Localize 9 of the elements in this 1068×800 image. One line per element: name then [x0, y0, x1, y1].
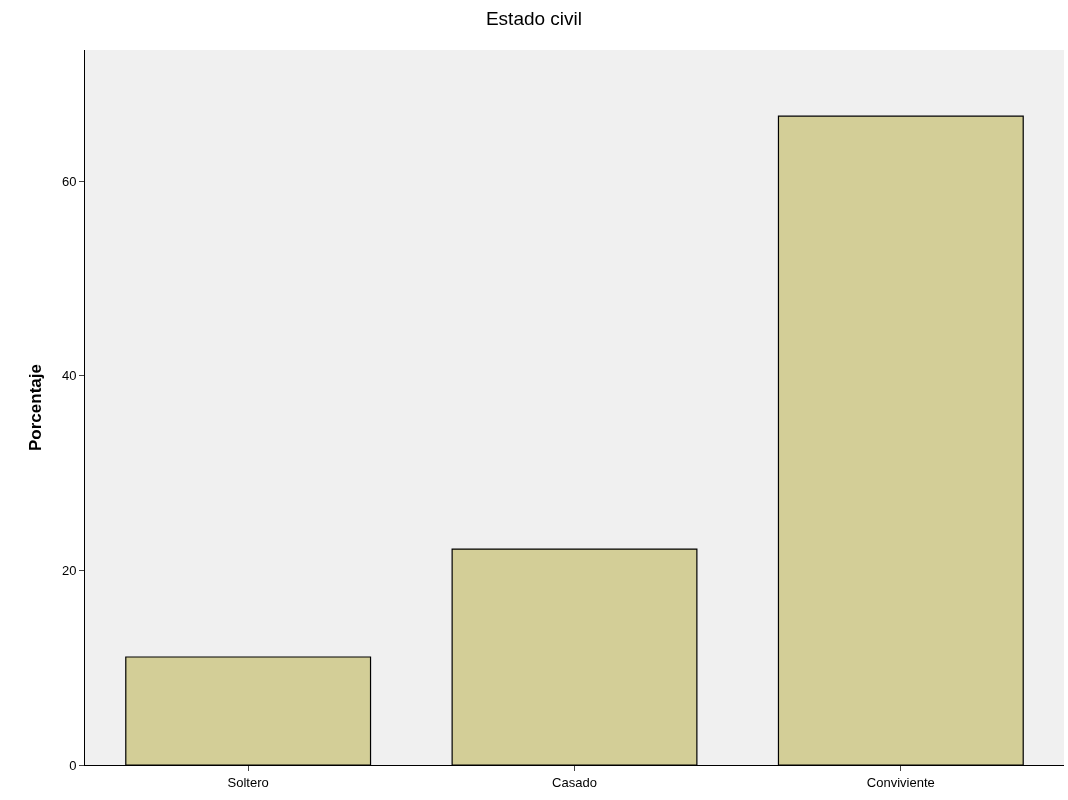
- y-tick-label: 40: [61, 368, 77, 384]
- y-tick-label: 20: [61, 562, 77, 578]
- y-axis-title: Porcentaje: [26, 364, 46, 451]
- x-tick-label: Casado: [552, 774, 597, 790]
- chart-title: Estado civil: [485, 8, 583, 30]
- y-tick-label: 60: [61, 173, 77, 189]
- x-tick-label: Conviviente: [866, 774, 935, 790]
- y-tick-label: 0: [69, 757, 77, 773]
- x-tick-label: Soltero: [227, 774, 269, 790]
